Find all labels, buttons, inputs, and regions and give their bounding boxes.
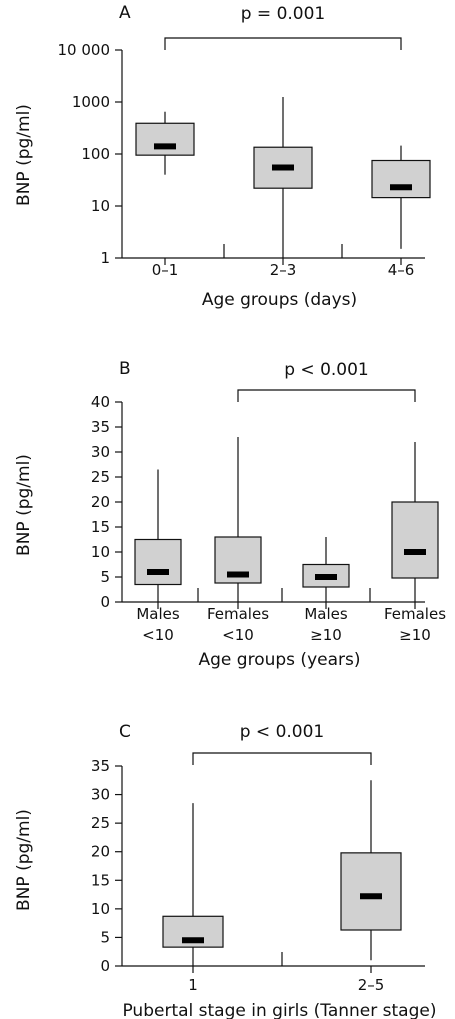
- y-tick-label: 0: [100, 957, 110, 975]
- box-group: [135, 111, 195, 175]
- x-tick-label-line: ≥10: [310, 626, 342, 644]
- x-tick-label: 2–3: [270, 261, 297, 279]
- x-axis-title: Age groups (years): [199, 650, 361, 670]
- y-tick-label: 25: [91, 468, 110, 486]
- panel-a: A 1 10 100 1000 10 000 0–1 2–3 4–6 Age groups (da…: [14, 3, 431, 310]
- box-group: [253, 96, 313, 258]
- iqr-box: [340, 852, 402, 931]
- y-tick-label: 25: [91, 814, 110, 832]
- x-tick-label-line: 0–1: [152, 261, 179, 279]
- y-tick-label: 5: [100, 928, 110, 946]
- x-tick-label: Females <10: [207, 605, 269, 644]
- x-tick-label-line: 2–5: [358, 976, 385, 994]
- box-group: [391, 442, 439, 602]
- box-group: [371, 145, 431, 249]
- x-tick-label-line: <10: [142, 626, 174, 644]
- y-tick-label: 10: [91, 900, 110, 918]
- iqr-box: [391, 501, 439, 579]
- x-tick-label-line: Females: [384, 605, 446, 623]
- iqr-box: [135, 122, 195, 156]
- y-tick-label: 35: [91, 418, 110, 436]
- panel-label: C: [119, 722, 131, 742]
- box-group: [134, 469, 182, 602]
- box-group: [214, 437, 262, 602]
- iqr-box: [134, 538, 182, 586]
- y-tick-label: 1: [100, 249, 110, 267]
- x-tick-label-line: ≥10: [399, 626, 431, 644]
- y-tick-label: 5: [100, 568, 110, 586]
- box-group: [162, 803, 224, 966]
- box-group: [340, 780, 402, 961]
- y-tick-label: 20: [91, 493, 110, 511]
- p-value-label: p < 0.001: [284, 360, 369, 380]
- significance-bracket: [192, 752, 372, 765]
- x-axis-title: Pubertal stage in girls (Tanner stage): [122, 1001, 436, 1019]
- x-tick-label-line: 4–6: [388, 261, 415, 279]
- x-tick-label: Males <10: [136, 605, 180, 644]
- panel-c: C 0 5 10 15 20 25 30 35 1 2–5 Pubertal stage in gir…: [14, 722, 437, 1019]
- y-axis-title: BNP (pg/ml): [14, 104, 34, 206]
- p-value-label: p < 0.001: [240, 722, 325, 742]
- iqr-box: [371, 159, 431, 199]
- x-tick-label-line: Males: [304, 605, 348, 623]
- x-tick-label-line: Males: [136, 605, 180, 623]
- panel-label: A: [119, 3, 131, 23]
- x-tick-label-line: 1: [188, 976, 198, 994]
- box-group: [302, 537, 350, 602]
- y-tick-label: 20: [91, 843, 110, 861]
- significance-bracket: [237, 389, 416, 402]
- y-axis-title: BNP (pg/ml): [14, 809, 34, 911]
- y-tick-label: 10 000: [58, 41, 111, 59]
- p-value-label: p = 0.001: [241, 4, 326, 24]
- y-tick-label: 15: [91, 871, 110, 889]
- x-axis-title: Age groups (days): [202, 290, 357, 310]
- y-tick-label: 0: [100, 593, 110, 611]
- x-tick-label: 1: [188, 976, 198, 994]
- y-tick-label: 1000: [72, 93, 110, 111]
- x-tick-label-line: <10: [222, 626, 254, 644]
- x-tick-label: 2–5: [358, 976, 385, 994]
- x-tick-label: Males ≥10: [304, 605, 348, 644]
- y-tick-label: 35: [91, 757, 110, 775]
- y-tick-label: 40: [91, 393, 110, 411]
- y-axis-title: BNP (pg/ml): [14, 454, 34, 556]
- y-tick-label: 10: [91, 543, 110, 561]
- x-tick-label-line: Females: [207, 605, 269, 623]
- x-tick-label: Females ≥10: [384, 605, 446, 644]
- y-tick-label: 10: [91, 197, 110, 215]
- y-tick-label: 15: [91, 518, 110, 536]
- y-tick-label: 100: [81, 145, 110, 163]
- significance-bracket: [164, 37, 402, 50]
- x-tick-label-line: 2–3: [270, 261, 297, 279]
- y-tick-label: 30: [91, 786, 110, 804]
- x-tick-label: 0–1: [152, 261, 179, 279]
- panel-label: B: [119, 359, 131, 379]
- y-tick-label: 30: [91, 443, 110, 461]
- x-tick-label: 4–6: [388, 261, 415, 279]
